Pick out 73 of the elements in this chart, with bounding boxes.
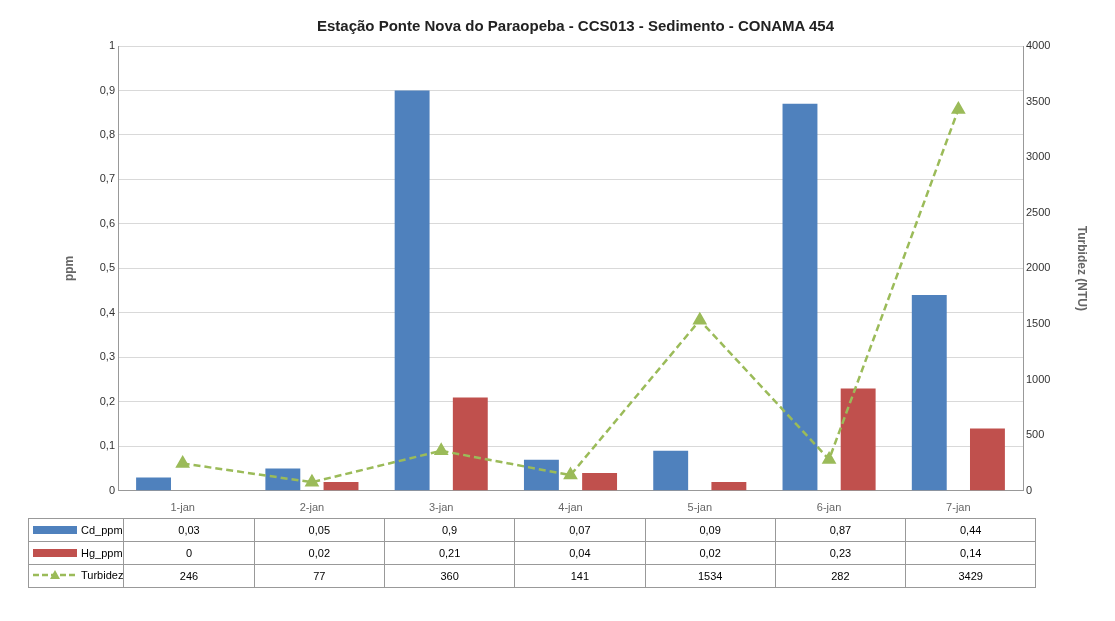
point (822, 452, 836, 464)
bar (136, 477, 172, 491)
data-label: 1534 (645, 564, 776, 588)
bar (653, 450, 689, 491)
y-tick-label: 0,6 (99, 216, 115, 229)
point (305, 474, 319, 487)
x-tick-label: 5-jan (687, 501, 713, 514)
data-label: 246 (123, 564, 255, 588)
point (951, 102, 965, 114)
data-label: 0,44 (905, 518, 1036, 542)
y2-tick-label: 0 (1026, 483, 1033, 496)
bar (582, 473, 618, 491)
data-label: 0,07 (514, 518, 646, 542)
point (564, 467, 577, 480)
y2-tick-label: 4000 (1026, 39, 1051, 52)
x-tick-label: 1-jan (170, 501, 195, 514)
y-tick-label: 0,9 (99, 83, 115, 96)
y2-tick-label: 3000 (1026, 150, 1051, 163)
data-label: 0 (123, 541, 255, 565)
y2-tick-label: 500 (1026, 428, 1045, 441)
data-label: 0,21 (384, 541, 515, 565)
data-label: 0,03 (123, 518, 255, 542)
y-tick-label: 0,3 (99, 350, 115, 363)
x-tick-label: 2-jan (299, 501, 325, 514)
bar (523, 459, 559, 491)
y-tick-label: 0,7 (99, 172, 115, 185)
data-label: 360 (384, 564, 515, 588)
legend-label: Turbidez (81, 569, 124, 581)
legend-label: Hg_ppm (81, 547, 123, 559)
point (693, 312, 707, 325)
bar (969, 428, 1005, 491)
y2-tick-label: 2500 (1026, 205, 1051, 218)
bar (711, 481, 747, 491)
y2-tick-label: 2000 (1026, 261, 1051, 274)
chart-title: Estação Ponte Nova do Paraopeba - CCS013 - Sedimento - CONAMA 454 (316, 17, 835, 35)
y-tick-label: 0,1 (99, 439, 115, 452)
point (176, 456, 190, 468)
y-tick-label: 0,8 (99, 127, 115, 140)
y2-tick-label: 3500 (1026, 94, 1051, 107)
data-label: 0,14 (905, 541, 1036, 565)
data-label: 141 (514, 564, 646, 588)
y2-tick-label: 1000 (1026, 372, 1051, 385)
y-tick-label: 1 (108, 39, 115, 52)
y-tick-label: 0,2 (99, 394, 115, 407)
data-label: 77 (254, 564, 385, 588)
y-tick-label: 0,5 (99, 261, 115, 274)
bar (452, 397, 488, 491)
y-tick-label: 0 (108, 483, 115, 496)
bar (911, 295, 947, 491)
bar (840, 388, 876, 491)
bar (394, 90, 430, 491)
y-axis-title: ppm (61, 255, 76, 282)
legend-label: Cd_ppm (81, 524, 123, 536)
data-label: 282 (775, 564, 906, 588)
y2-axis-title: Turbidez (NTU) (1075, 225, 1090, 311)
data-label: 0,04 (514, 541, 646, 565)
data-label: 0,09 (645, 518, 776, 542)
y2-tick-label: 1500 (1026, 317, 1051, 330)
data-label: 0,9 (384, 518, 515, 542)
point (434, 443, 448, 456)
x-tick-label: 7-jan (946, 501, 971, 514)
data-label: 0,02 (254, 541, 385, 565)
bar (323, 481, 359, 491)
data-label: 0,23 (775, 541, 906, 565)
x-tick-label: 4-jan (558, 501, 583, 514)
x-tick-label: 6-jan (816, 501, 842, 514)
bar (782, 103, 818, 491)
data-label: 0,05 (254, 518, 385, 542)
y-tick-label: 0,4 (99, 305, 115, 318)
x-tick-label: 3-jan (428, 501, 454, 514)
data-label: 3429 (905, 564, 1036, 588)
data-label: 0,87 (775, 518, 906, 542)
data-label: 0,02 (645, 541, 776, 565)
